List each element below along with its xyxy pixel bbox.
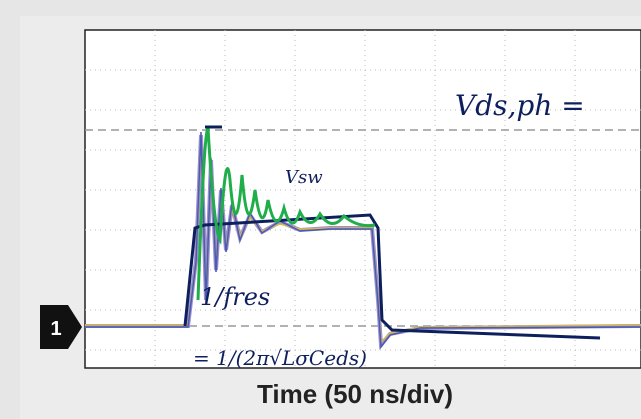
annotation: 1/fres (200, 283, 270, 311)
scope-screenshot: Vds,ph = Vsw 1/fres = 1/(2π√LσCeds) 1 Ti… (0, 0, 641, 419)
channel-label: 1 (50, 318, 61, 340)
annotation: Vds,ph = (455, 89, 585, 122)
annotation: = 1/(2π√LσCeds) (193, 346, 367, 370)
scope-screen (85, 30, 641, 368)
annotation: Vsw (285, 167, 323, 188)
x-axis-label: Time (50 ns/div) (257, 379, 453, 409)
